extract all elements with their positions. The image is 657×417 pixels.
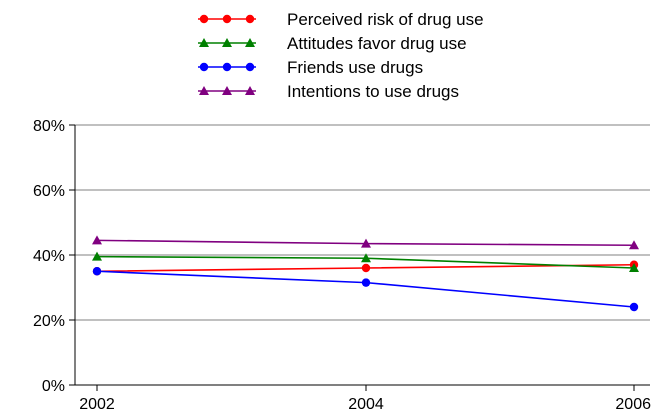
legend-marker	[222, 62, 232, 72]
legend-marker	[245, 62, 255, 72]
y-tick-label: 60%	[33, 183, 65, 200]
legend: Perceived risk of drug use Attitudes favo…	[198, 10, 484, 101]
legend-marker	[245, 86, 255, 95]
series-1	[92, 251, 639, 272]
legend-marker	[199, 14, 209, 24]
data-point	[629, 263, 639, 272]
x-tick-label: 2006	[615, 396, 651, 413]
legend-marker	[245, 38, 255, 47]
x-tick-label: 2004	[348, 396, 384, 413]
data-point	[361, 278, 371, 287]
legend-marker	[222, 86, 232, 95]
data-point	[92, 267, 102, 276]
data-point	[361, 238, 371, 248]
legend-marker	[199, 38, 209, 47]
legend-marker	[222, 38, 232, 47]
y-tick-label: 80%	[33, 118, 65, 135]
series-lines	[92, 235, 639, 312]
legend-label: Friends use drugs	[287, 58, 423, 77]
legend-item-3: Intentions to use drugs	[198, 82, 459, 101]
gridlines	[75, 124, 650, 321]
legend-marker	[199, 62, 209, 72]
y-axis-ticks: 0% 20% 40% 60% 80%	[33, 118, 75, 395]
y-tick-label: 0%	[42, 378, 65, 395]
legend-marker	[245, 14, 255, 24]
series-0	[92, 260, 639, 276]
legend-label: Attitudes favor drug use	[287, 34, 467, 53]
legend-marker	[222, 14, 232, 24]
legend-item-1: Attitudes favor drug use	[198, 34, 467, 53]
y-tick-label: 40%	[33, 248, 65, 265]
series-line	[96, 270, 635, 308]
legend-label: Intentions to use drugs	[287, 82, 459, 101]
data-point	[92, 235, 102, 245]
legend-item-0: Perceived risk of drug use	[198, 10, 484, 29]
data-point	[92, 251, 102, 261]
y-tick-label: 20%	[33, 313, 65, 330]
data-point	[629, 240, 639, 250]
x-tick-label: 2002	[79, 396, 115, 413]
legend-item-2: Friends use drugs	[198, 58, 423, 77]
series-2	[92, 267, 639, 312]
x-axis-ticks: 2002 2004 2006	[79, 385, 651, 413]
data-point	[361, 253, 371, 263]
data-point	[629, 302, 639, 312]
legend-marker	[199, 86, 209, 95]
data-point	[361, 263, 371, 273]
series-3	[92, 235, 639, 250]
legend-label: Perceived risk of drug use	[287, 10, 484, 29]
